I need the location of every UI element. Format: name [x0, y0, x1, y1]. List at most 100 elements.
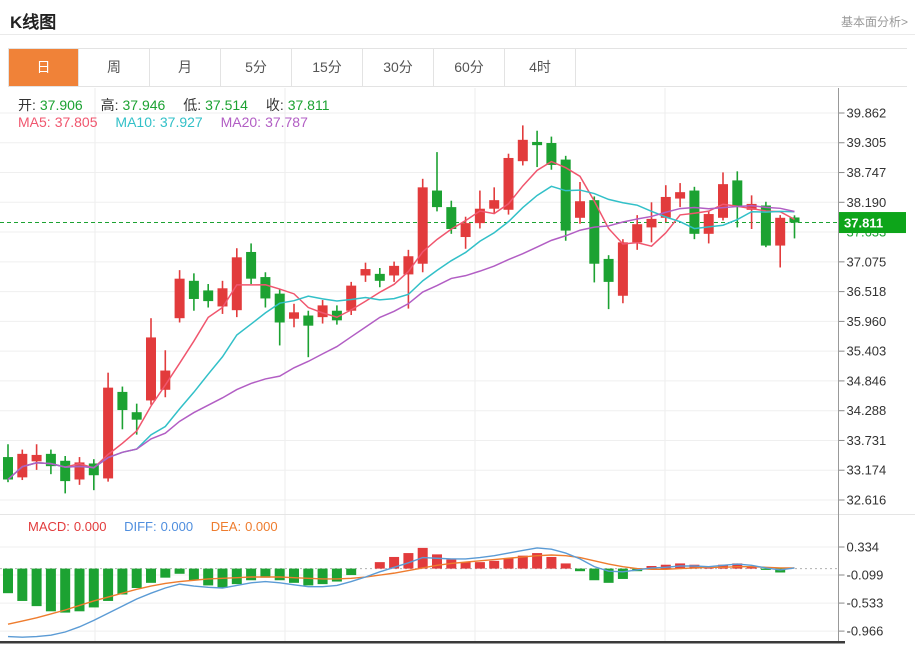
macd-bar-negative [3, 568, 13, 594]
candle-down [60, 460, 71, 482]
low-label: 低: [183, 97, 202, 113]
candle-up [775, 217, 786, 246]
ma20-value: 37.787 [265, 114, 308, 130]
macd-value: 0.000 [73, 519, 107, 534]
candle-up [575, 201, 585, 218]
ma5-value: 37.805 [54, 114, 98, 130]
macd-bar-positive [503, 558, 514, 569]
y-axis-label: 38.747 [847, 165, 887, 180]
tab-week[interactable]: 周 [79, 49, 150, 86]
high-value: 37.946 [122, 97, 166, 113]
macd-bar-negative [331, 568, 342, 582]
candle-up [389, 265, 400, 276]
price-tag-value: 37.811 [844, 216, 883, 231]
macd-bar-positive [546, 556, 557, 569]
macd-bar-negative [103, 568, 114, 601]
macd-bar-positive [389, 556, 400, 569]
timeframe-tabs: 日 周 月 5分 15分 30分 60分 4时 [8, 48, 907, 87]
candle-up [460, 223, 471, 238]
y-axis-label: 34.846 [847, 373, 887, 388]
diff-label: DIFF: [124, 519, 157, 534]
macd-bar-positive [460, 562, 471, 569]
ma5-label: MA5: [18, 114, 51, 130]
candle-up [160, 370, 171, 390]
macd-bar-negative [188, 568, 199, 581]
tab-4hour[interactable]: 4时 [505, 49, 576, 86]
ma-legend: MA5: 37.805 MA10: 37.927 MA20: 37.787 [18, 114, 312, 130]
macd-bar-negative [174, 568, 185, 574]
y-axis-label: 33.174 [847, 463, 887, 478]
y-axis-label: 36.518 [847, 284, 887, 299]
high-label: 高: [100, 97, 119, 113]
macd-label: MACD: [28, 519, 70, 534]
candle-up [675, 192, 686, 199]
ma10-value: 37.927 [159, 114, 203, 130]
macd-bar-negative [88, 568, 99, 608]
candle-down [45, 453, 56, 467]
candle-up [617, 242, 628, 296]
candle-down [760, 205, 771, 246]
y-axis-label: 33.731 [847, 433, 887, 448]
candles-layer [3, 125, 800, 494]
candle-up [489, 200, 500, 209]
close-value: 37.811 [287, 97, 330, 113]
macd-axis-label: -0.533 [847, 596, 884, 611]
fundamental-analysis-link[interactable]: 基本面分析> [840, 15, 908, 29]
y-axis-label: 35.403 [847, 344, 887, 359]
candle-down [374, 273, 385, 281]
candle-up [746, 203, 757, 210]
tab-5min[interactable]: 5分 [221, 49, 292, 86]
ma10-label: MA10: [115, 114, 156, 130]
candle-down [432, 190, 442, 208]
macd-bar-positive [532, 553, 543, 569]
ohlc-legend: 开: 37.906 高: 37.946 低: 37.514 收: 37.811 [18, 95, 334, 115]
macd-bar-negative [303, 568, 314, 586]
tab-month[interactable]: 月 [150, 49, 221, 86]
tab-15min[interactable]: 15分 [292, 49, 363, 86]
y-axis-label: 32.616 [847, 493, 887, 508]
y-axis-label: 34.288 [847, 403, 887, 418]
macd-bar-negative [203, 568, 214, 586]
candle-down [131, 412, 142, 420]
candle-up [217, 288, 228, 307]
candle-down [88, 463, 99, 476]
y-axis-label: 35.960 [847, 314, 887, 329]
candle-down [260, 277, 271, 299]
macd-bar-negative [74, 568, 85, 612]
chart-bottom-border [0, 641, 845, 644]
candle-down [589, 200, 600, 264]
candle-down [331, 310, 342, 321]
candle-up [403, 256, 414, 275]
macd-bar-negative [617, 568, 628, 579]
candle-up [231, 257, 242, 311]
low-value: 37.514 [205, 97, 248, 113]
candle-up [417, 187, 428, 264]
candle-up [474, 208, 485, 224]
candle-down [188, 280, 199, 299]
macd-bar-positive [489, 560, 500, 569]
dea-label: DEA: [210, 519, 242, 534]
ma10-line [7, 185, 795, 481]
tab-60min[interactable]: 60分 [434, 49, 505, 86]
macd-bar-negative [146, 568, 156, 583]
candle-up [31, 454, 42, 462]
candle-down [689, 190, 700, 234]
tab-day[interactable]: 日 [8, 49, 79, 86]
tab-30min[interactable]: 30分 [363, 49, 434, 86]
candle-up [703, 214, 714, 234]
macd-bar-positive [432, 554, 442, 569]
dea-line [7, 554, 795, 625]
macd-bar-negative [131, 568, 142, 589]
macd-axis-label: -0.966 [847, 624, 884, 639]
candle-down [603, 258, 614, 282]
macd-axis-label: -0.099 [847, 568, 884, 583]
candle-down [789, 217, 800, 223]
candle-up [517, 139, 528, 162]
candle-down [117, 391, 128, 411]
candle-up [317, 305, 328, 318]
y-axis-label: 38.190 [847, 195, 887, 210]
candle-down [546, 143, 557, 165]
candle-up [360, 269, 371, 276]
